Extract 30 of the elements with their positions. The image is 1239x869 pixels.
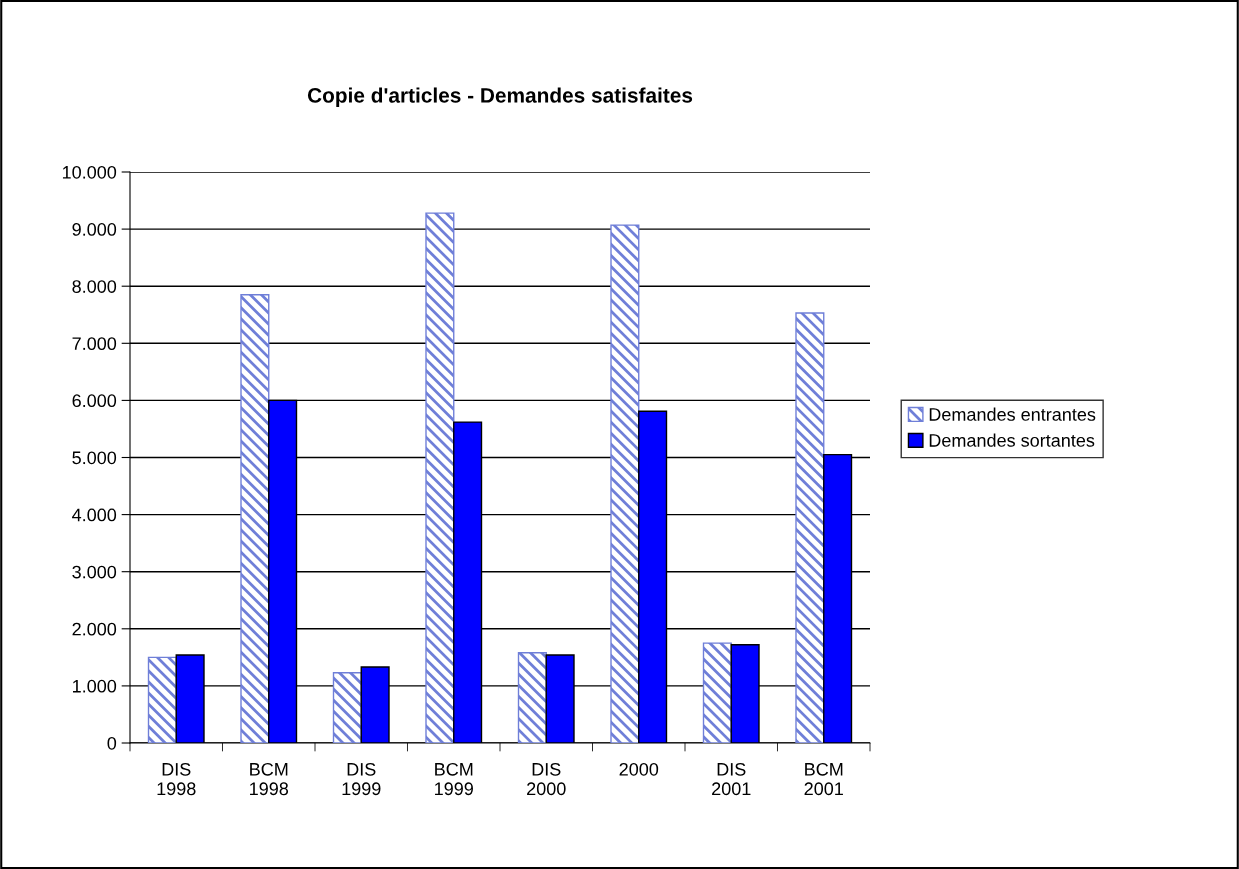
y-tick-label: 7.000 xyxy=(72,337,117,351)
y-tick-label: 10.000 xyxy=(62,165,117,179)
y-tick-label: 3.000 xyxy=(72,565,117,579)
bar xyxy=(332,672,362,743)
bar xyxy=(610,224,640,743)
y-tick-label: 1.000 xyxy=(73,679,117,693)
bar xyxy=(517,652,547,743)
chart-title: Copie d'articles - Demandes satisfaites xyxy=(307,87,693,107)
bar xyxy=(702,642,732,743)
bar xyxy=(425,212,455,743)
x-tick-label: DIS 2001 xyxy=(712,762,751,796)
x-tick-label: BCM 1999 xyxy=(435,762,473,796)
bar xyxy=(147,656,177,743)
legend-label: Demandes sortantes xyxy=(929,433,1095,447)
y-tick-label: 6.000 xyxy=(72,394,117,408)
y-tick-label: 8.000 xyxy=(72,280,117,293)
x-tick-label: BCM 2001 xyxy=(804,762,843,796)
x-tick-label: DIS 1999 xyxy=(342,762,381,796)
bar xyxy=(240,294,270,743)
y-tick-label: 4.000 xyxy=(72,508,117,522)
y-tick-label: 9.000 xyxy=(72,223,117,236)
x-tick-label: DIS 2000 xyxy=(527,762,566,796)
y-tick-label: 0 xyxy=(107,736,117,750)
y-tick-label: 5.000 xyxy=(72,451,117,465)
y-tick-label: 2.000 xyxy=(72,622,117,636)
bar xyxy=(795,312,825,743)
x-tick-label: DIS 1998 xyxy=(157,762,196,796)
x-tick-label: BCM 1998 xyxy=(250,762,289,796)
legend-label: Demandes entrantes xyxy=(929,407,1096,421)
x-tick-label: 2000 xyxy=(619,762,659,776)
